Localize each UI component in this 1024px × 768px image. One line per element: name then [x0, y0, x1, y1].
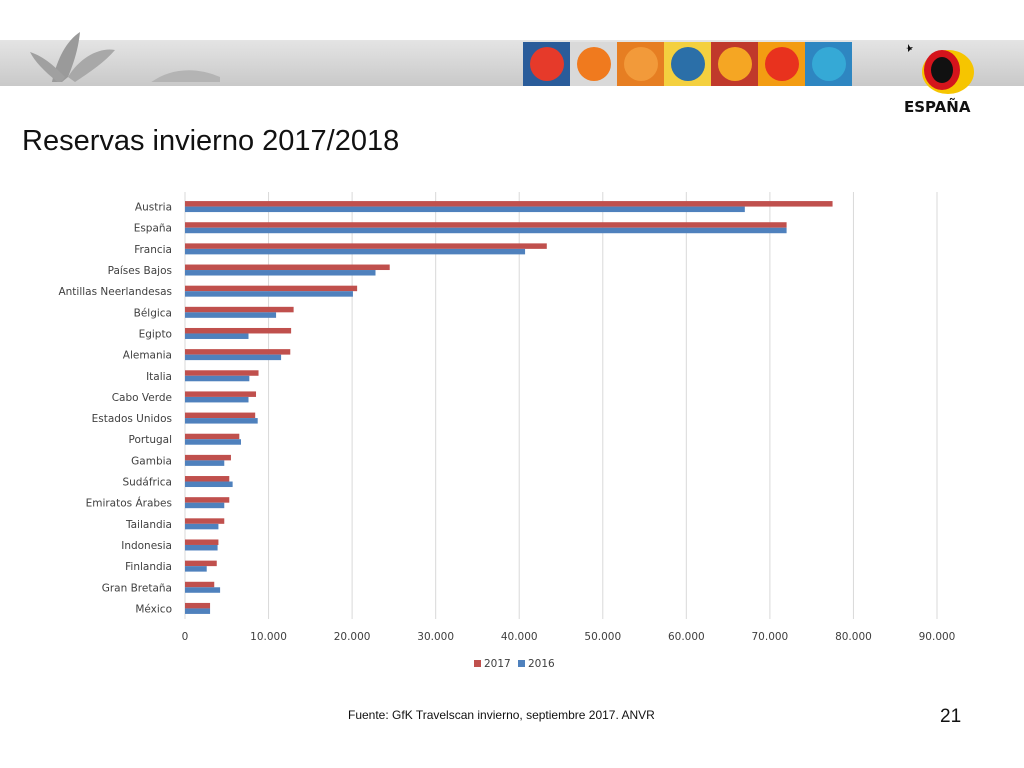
- category-label: Tailandia: [125, 519, 172, 531]
- bar-2016: [185, 481, 233, 488]
- bar-2017: [185, 370, 259, 376]
- bar-2016: [185, 523, 219, 530]
- bar-2017: [185, 560, 217, 567]
- bar-2017: [185, 476, 230, 482]
- bar-2016: [185, 291, 353, 297]
- category-label: Indonesia: [121, 540, 172, 552]
- bar-2016: [185, 227, 787, 234]
- bar-2016: [185, 608, 211, 614]
- x-tick-label: 40.000: [501, 631, 538, 643]
- category-label: México: [135, 603, 172, 615]
- legend-swatch: [474, 660, 481, 667]
- bar-2017: [185, 391, 257, 397]
- bar-2016: [185, 312, 277, 318]
- bar-2016: [185, 502, 225, 509]
- category-label: Portugal: [129, 434, 173, 446]
- category-label: Antillas Neerlandesas: [58, 286, 172, 298]
- header-art-tile: [664, 42, 711, 86]
- header-art-tiles: [523, 42, 852, 86]
- sun-icon: [811, 47, 846, 81]
- category-label: Gambia: [131, 455, 172, 467]
- legend-label: 2017: [484, 658, 511, 670]
- x-tick-label: 0: [182, 631, 189, 643]
- legend-label: 2016: [528, 658, 555, 670]
- espana-logo: ESPAÑA: [904, 44, 974, 116]
- bar-2016: [185, 270, 376, 276]
- bar-2016: [185, 375, 250, 382]
- category-label: Austria: [135, 202, 172, 214]
- x-tick-label: 30.000: [417, 631, 454, 643]
- svg-text:ESPAÑA: ESPAÑA: [904, 97, 971, 116]
- header-banner: [0, 32, 1024, 86]
- category-label: Países Bajos: [108, 265, 172, 277]
- header-art-tile: [570, 42, 617, 86]
- header-art-tile: [805, 42, 852, 86]
- category-label: Bélgica: [134, 307, 172, 319]
- bar-2016: [185, 418, 258, 424]
- category-label: Emiratos Árabes: [86, 497, 172, 510]
- sun-icon: [670, 47, 705, 81]
- sun-icon: [717, 47, 752, 81]
- category-label: Estados Unidos: [92, 413, 172, 425]
- bar-2017: [185, 264, 390, 271]
- bar-2017: [185, 602, 211, 609]
- x-tick-label: 80.000: [835, 631, 872, 643]
- x-tick-label: 70.000: [752, 631, 789, 643]
- header-art-tile: [711, 42, 758, 86]
- slide-title: Reservas invierno 2017/2018: [22, 125, 400, 157]
- category-label: España: [134, 223, 172, 235]
- category-label: Italia: [146, 371, 172, 383]
- bar-2017: [185, 285, 358, 292]
- header-art-tile: [758, 42, 805, 86]
- bar-2016: [185, 248, 526, 255]
- bar-2016: [185, 439, 241, 445]
- bar-2016: [185, 587, 221, 593]
- category-label: Alemania: [123, 350, 172, 362]
- category-label: Finlandia: [125, 561, 172, 573]
- x-tick-label: 50.000: [584, 631, 621, 643]
- source-note: Fuente: GfK Travelscan invierno, septiem…: [348, 708, 655, 722]
- sun-icon: [529, 47, 564, 81]
- bar-2016: [185, 566, 207, 572]
- category-label: Sudáfrica: [122, 477, 172, 489]
- bar-2017: [185, 433, 240, 440]
- bar-2017: [185, 222, 787, 228]
- decorative-leaf-icon: [30, 32, 220, 82]
- sun-icon: [764, 47, 799, 81]
- bar-2017: [185, 454, 231, 461]
- category-label: Cabo Verde: [112, 392, 172, 404]
- x-tick-label: 60.000: [668, 631, 705, 643]
- x-tick-label: 10.000: [250, 631, 287, 643]
- bar-2017: [185, 306, 294, 313]
- bar-2017: [185, 349, 291, 355]
- header-art-tile: [617, 42, 664, 86]
- category-label: Francia: [134, 244, 172, 256]
- header-art-tile: [523, 42, 570, 86]
- sun-icon: [623, 47, 658, 81]
- bar-2016: [185, 206, 745, 213]
- bar-2017: [185, 201, 833, 207]
- bar-2017: [185, 412, 256, 419]
- bar-2017: [185, 581, 215, 588]
- bar-2016: [185, 460, 225, 466]
- x-tick-label: 20.000: [334, 631, 371, 643]
- bar-2017: [185, 497, 230, 503]
- page-number: 21: [940, 706, 962, 727]
- category-label: Gran Bretaña: [102, 582, 172, 594]
- bar-2017: [185, 243, 547, 249]
- bar-2017: [185, 518, 225, 524]
- sun-icon: [576, 47, 611, 81]
- bar-2016: [185, 544, 218, 551]
- bar-2017: [185, 539, 219, 545]
- bar-2016: [185, 333, 249, 339]
- legend-swatch: [518, 660, 525, 667]
- bar-2016: [185, 396, 249, 403]
- x-tick-label: 90.000: [919, 631, 956, 643]
- bar-2017: [185, 327, 292, 334]
- bar-chart: Austria España Francia Países Bajos Antillas…: [58, 192, 956, 670]
- bar-2016: [185, 354, 282, 361]
- category-label: Egipto: [139, 328, 172, 340]
